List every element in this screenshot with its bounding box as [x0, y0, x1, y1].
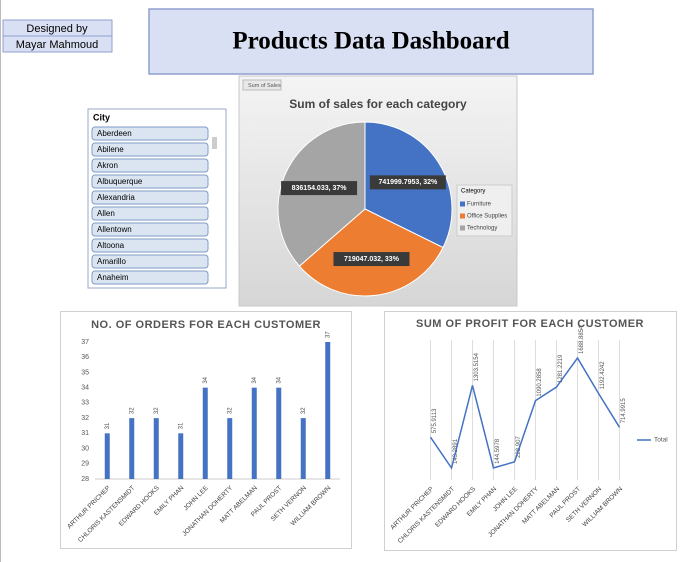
- data-label: 32: [301, 407, 307, 414]
- data-label: 34: [252, 376, 258, 383]
- title-box: [148, 8, 594, 75]
- slicer-item-label: Anaheim: [97, 273, 129, 282]
- line-chart-area: [384, 311, 677, 551]
- legend-label: Furniture: [467, 202, 492, 208]
- bar: [153, 418, 159, 479]
- data-label: 37: [325, 331, 331, 338]
- chart-tag: [242, 79, 282, 91]
- y-tick-label: 36: [81, 354, 89, 361]
- y-tick-label: 30: [81, 445, 89, 452]
- credit-label: Designed by: [26, 23, 88, 35]
- data-label: 1192.4242: [600, 361, 606, 390]
- y-tick-label: 32: [81, 415, 89, 422]
- slicer-item[interactable]: [91, 270, 209, 285]
- data-label: 836154.033, 37%: [292, 185, 348, 192]
- chart-title: Sum of sales for each category: [289, 97, 467, 111]
- scrollbar[interactable]: [212, 137, 217, 149]
- slicer-title: City: [93, 112, 110, 122]
- slicer-item[interactable]: [91, 206, 209, 221]
- data-label: 34: [203, 376, 209, 383]
- slicer-item-label: Aberdeen: [97, 129, 132, 138]
- legend-label: Office Supplies: [467, 214, 507, 220]
- slicer-item[interactable]: [91, 174, 209, 189]
- slicer-item[interactable]: [91, 142, 209, 157]
- slicer-item-label: Akron: [97, 161, 118, 170]
- bar: [178, 433, 184, 479]
- legend-box: [456, 184, 513, 237]
- data-label: 31: [178, 422, 184, 429]
- bar: [104, 433, 110, 479]
- slicer[interactable]: City Aberdeen Abilene Akron Albuquerque Alex…: [87, 108, 227, 289]
- data-label: 32: [227, 407, 233, 414]
- y-tick-label: 33: [81, 400, 89, 407]
- credit-box: [2, 35, 113, 53]
- data-label: 34: [276, 376, 282, 383]
- chart-title: NO. OF ORDERS FOR EACH CUSTOMER: [91, 319, 321, 331]
- bar: [202, 387, 208, 479]
- data-label: 1281.2219: [558, 354, 564, 383]
- slicer-item-label: Allen: [97, 209, 115, 218]
- data-label: 575.9113: [432, 408, 438, 433]
- data-label: 714.9915: [621, 398, 627, 424]
- legend-title: Category: [461, 189, 485, 195]
- line-series: [429, 356, 621, 470]
- slicer-item[interactable]: [91, 222, 209, 237]
- slicer-item[interactable]: [91, 126, 209, 141]
- y-tick-label: 35: [81, 369, 89, 376]
- data-label-box: [281, 181, 358, 196]
- legend-swatch: [460, 201, 465, 207]
- legend-label: Total: [654, 437, 668, 444]
- data-label: 1090.2858: [537, 368, 543, 397]
- data-label: 144.5978: [495, 438, 501, 464]
- legend-swatch: [460, 225, 465, 231]
- bar: [325, 342, 331, 479]
- slicer-item-label: Alexandria: [97, 193, 135, 202]
- y-tick-label: 37: [81, 339, 89, 346]
- slicer-item[interactable]: [91, 190, 209, 205]
- y-tick-label: 31: [81, 430, 89, 437]
- slicer-item-label: Altoona: [97, 241, 125, 250]
- data-label: 32: [129, 407, 135, 414]
- data-label: 741999.7953, 32%: [378, 179, 438, 186]
- bar: [300, 418, 306, 479]
- data-label: 1303.5154: [474, 352, 480, 381]
- data-label: 1688.8854: [579, 325, 585, 354]
- data-label-box: [369, 175, 446, 190]
- data-label: 719047.032, 33%: [344, 256, 400, 263]
- data-label: 31: [105, 422, 111, 429]
- slicer-item[interactable]: [91, 254, 209, 269]
- slicer-item-label: Albuquerque: [97, 177, 143, 186]
- legend-label: Technology: [467, 226, 497, 232]
- bar: [251, 387, 257, 479]
- data-label: 32: [154, 407, 160, 414]
- bar: [276, 387, 282, 479]
- y-tick-label: 34: [81, 385, 89, 392]
- slicer-item[interactable]: [91, 158, 209, 173]
- y-tick-label: 28: [81, 476, 89, 483]
- slicer-item-label: Amarillo: [97, 257, 126, 266]
- legend-swatch: [460, 213, 465, 219]
- bar: [227, 418, 233, 479]
- data-label-box: [333, 252, 410, 267]
- slicer-item[interactable]: [91, 238, 209, 253]
- chart-title: SUM OF PROFIT FOR EACH CUSTOMER: [416, 318, 644, 330]
- slicer-item-label: Allentown: [97, 225, 132, 234]
- y-tick-label: 29: [81, 461, 89, 468]
- chart-tag-label: Sum of Sales: [248, 83, 281, 89]
- credit-author: Mayar Mahmoud: [16, 39, 99, 51]
- bar: [129, 418, 135, 479]
- dashboard-title: Products Data Dashboard: [232, 28, 509, 55]
- slicer-item-label: Abilene: [97, 145, 124, 154]
